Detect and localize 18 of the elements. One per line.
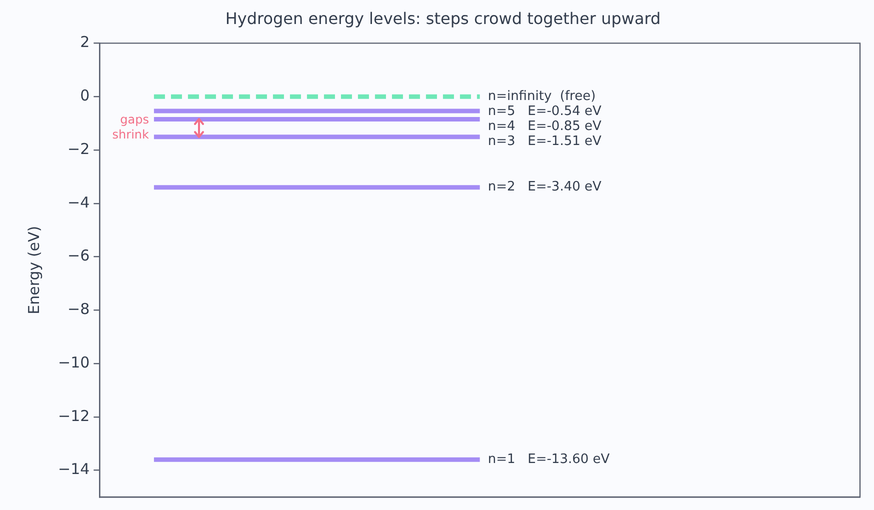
- series-label: n=2 E=-3.40 eV: [488, 180, 602, 195]
- series-label: n=5 E=-0.54 eV: [488, 104, 602, 119]
- y-axis-title: Energy (eV): [24, 226, 43, 314]
- y-tick-label: −12: [58, 406, 90, 425]
- series-label: n=infinity (free): [488, 88, 596, 104]
- y-tick-label: −14: [58, 460, 90, 478]
- y-tick-label: 2: [80, 33, 90, 52]
- y-tick-label: −2: [68, 140, 90, 158]
- chart-title: Hydrogen energy levels: steps crowd together upward: [225, 8, 661, 28]
- annotation: gaps shrink: [112, 112, 150, 142]
- y-tick-label: −10: [58, 353, 90, 372]
- series-label: n=3 E=-1.51 eV: [488, 134, 602, 149]
- series-label: n=1 E=-13.60 eV: [488, 452, 610, 468]
- y-tick-label: −6: [68, 246, 90, 265]
- y-tick-label: 0: [80, 86, 90, 104]
- y-tick-label: −4: [68, 193, 90, 212]
- y-tick-label: −8: [68, 300, 90, 318]
- series-label: n=4 E=-0.85 eV: [488, 118, 602, 134]
